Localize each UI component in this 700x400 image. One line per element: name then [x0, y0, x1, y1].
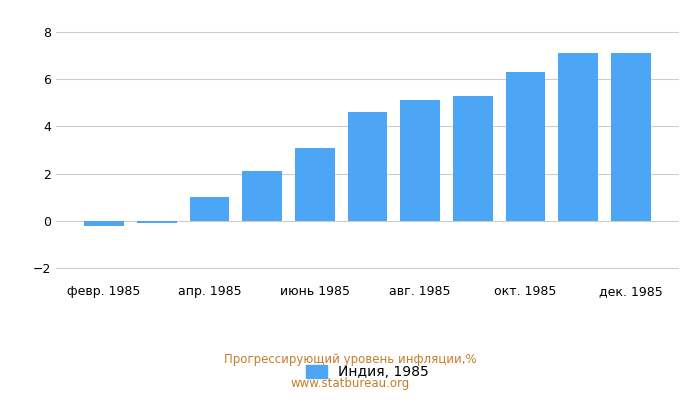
Text: Прогрессирующий уровень инфляции,%: Прогрессирующий уровень инфляции,%: [224, 354, 476, 366]
Bar: [400, 100, 440, 221]
Text: www.statbureau.org: www.statbureau.org: [290, 378, 410, 390]
Bar: [137, 221, 176, 223]
Bar: [190, 197, 229, 221]
Bar: [559, 53, 598, 221]
Bar: [611, 53, 651, 221]
Bar: [348, 112, 387, 221]
Bar: [506, 72, 545, 221]
Bar: [242, 171, 282, 221]
Bar: [84, 221, 124, 226]
Bar: [453, 96, 493, 221]
Legend: Индия, 1985: Индия, 1985: [300, 360, 435, 385]
Bar: [295, 148, 335, 221]
